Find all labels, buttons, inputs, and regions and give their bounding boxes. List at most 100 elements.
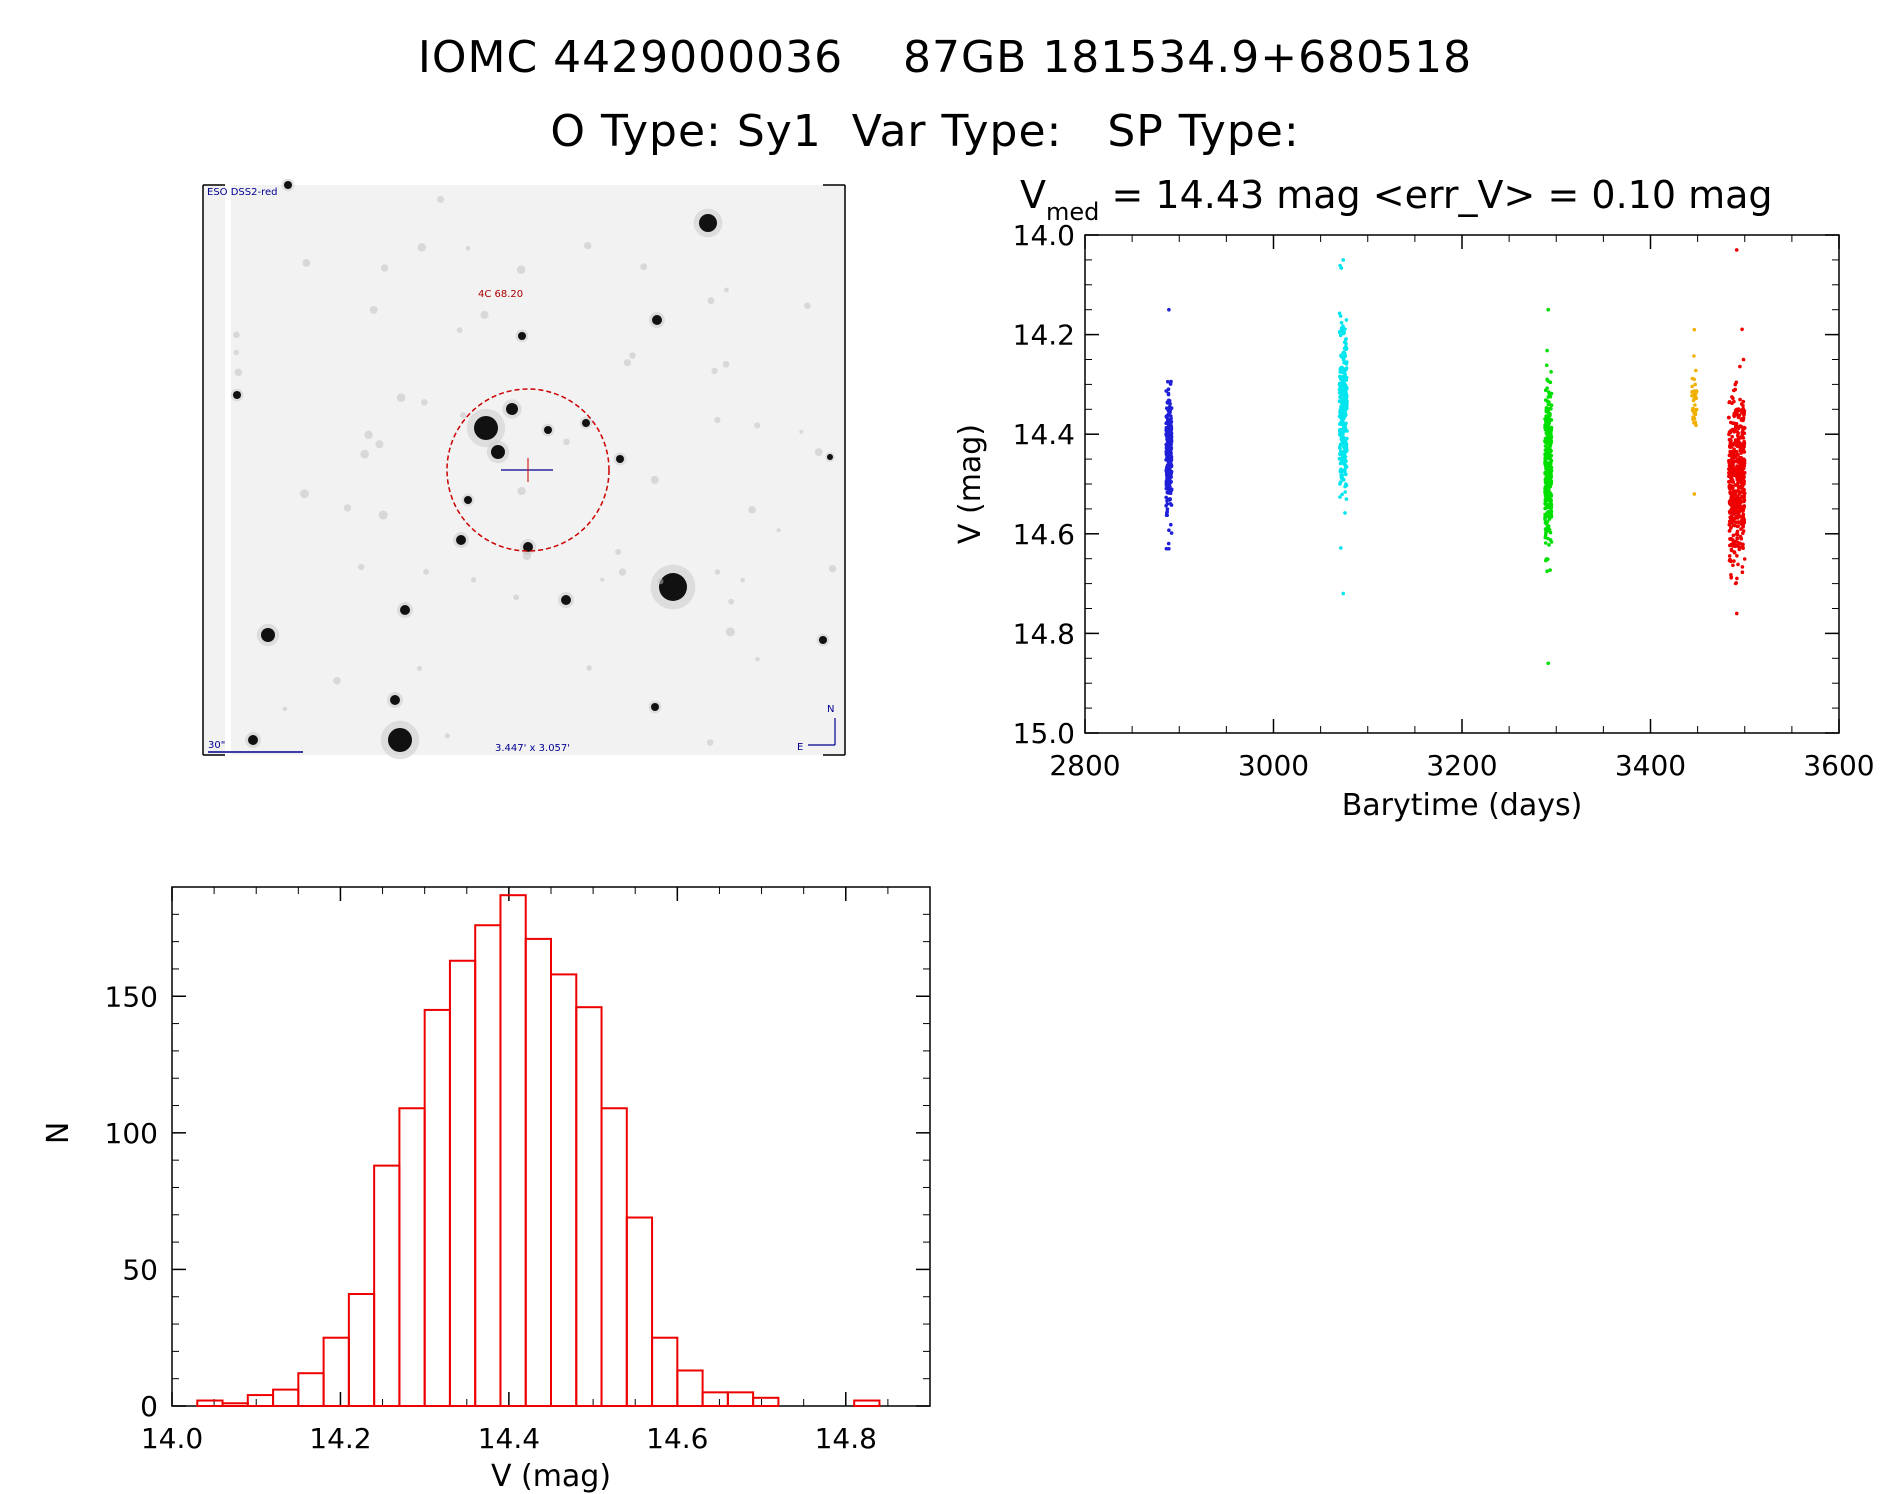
data-point [1168,502,1173,506]
y-tick-label: 50 [122,1253,158,1286]
data-point [1545,466,1550,470]
data-point [1166,379,1170,384]
data-point [1168,451,1173,456]
histogram-bar [676,1369,704,1408]
data-point [1169,427,1174,431]
histogram-bar [272,1388,300,1407]
data-point [1543,470,1547,475]
data-point [1343,511,1347,515]
data-point [1728,543,1732,548]
finder-star [561,595,571,605]
data-point [1164,446,1169,450]
histogram-bar [726,1391,755,1408]
data-point [1734,468,1739,472]
page-subtitle: O Type: Sy1 Var Type: SP Type: [550,106,1299,157]
data-point [1729,559,1733,564]
data-point [1692,327,1697,332]
finder-star [827,454,833,460]
data-point [1344,465,1349,469]
data-point [1727,415,1731,420]
data-point [1547,543,1551,547]
finder-star [456,535,466,545]
data-point [1344,368,1348,372]
data-point [1727,480,1731,484]
data-point [1735,529,1740,534]
data-point [1732,559,1736,563]
x-tick-label: 14.6 [646,1422,708,1455]
finder-star [652,315,662,325]
finder-faint-source [416,665,423,672]
histogram-chart: 14.0 14.2 14.4 14.6 14.8 0 50 100 150 V (mag) N [41,886,931,1494]
data-point [1543,517,1547,522]
data-point [1692,492,1697,496]
data-point [1167,454,1172,459]
finder-strip [225,185,231,755]
data-point [1167,485,1171,490]
histogram-bar [221,1402,249,1408]
data-point [1549,426,1553,430]
data-point [1728,443,1733,448]
data-point [1730,427,1735,432]
finder-star [506,403,518,415]
histogram-bar [423,1008,451,1408]
histogram-bar [448,959,477,1407]
data-point [1742,557,1747,561]
histogram-bar [625,1216,654,1407]
y-axis-title: N [41,1122,76,1144]
data-point [1741,418,1745,423]
finder-faint-source [563,438,570,446]
data-point [1338,446,1342,451]
data-point [1543,453,1548,458]
finder-faint-source [516,265,526,274]
data-point [1169,416,1173,421]
data-point [1168,382,1173,386]
data-point [1692,421,1696,425]
data-point [1165,429,1169,434]
data-point [1727,461,1731,465]
data-point [1730,434,1734,439]
data-point [1338,314,1343,318]
data-point [1166,391,1171,396]
data-point [1344,318,1349,322]
finder-fov-label: 3.447' x 3.057' [495,743,570,754]
finder-faint-source [456,327,463,333]
data-point [1343,345,1348,349]
finder-faint-source [722,360,730,368]
data-point [1543,512,1547,517]
data-point [1165,479,1169,484]
data-point [1548,568,1552,572]
x-tick-label: 3600 [1803,749,1874,782]
data-point [1344,378,1349,382]
histogram-bars [196,894,881,1408]
finder-faint-source [711,367,718,375]
data-point [1742,413,1746,417]
finder-faint-source [378,510,388,520]
data-point [1693,382,1697,387]
finder-faint-source [423,568,429,575]
finder-faint-source [748,505,756,514]
finder-faint-source [517,486,526,496]
data-point [1344,341,1348,346]
data-point [1546,497,1551,501]
data-point [1340,328,1344,333]
finder-star [544,426,552,434]
data-point [1548,530,1553,535]
data-point [1740,425,1744,429]
data-point [1339,409,1343,414]
data-point [1737,467,1742,471]
data-point [1732,411,1737,416]
data-point [1544,558,1548,563]
finder-star [518,332,526,340]
finder-star [233,391,241,399]
data-point [1338,456,1343,461]
finder-faint-source [706,739,714,746]
data-point [1337,311,1342,316]
data-point [1546,436,1551,441]
data-point [1169,522,1173,527]
y-tick-label: 14.4 [1013,418,1075,451]
finder-star [491,445,505,459]
finder-faint-source [650,475,659,485]
data-point [1735,536,1739,540]
data-point [1729,519,1733,523]
y-tick-label: 14.8 [1013,617,1075,650]
